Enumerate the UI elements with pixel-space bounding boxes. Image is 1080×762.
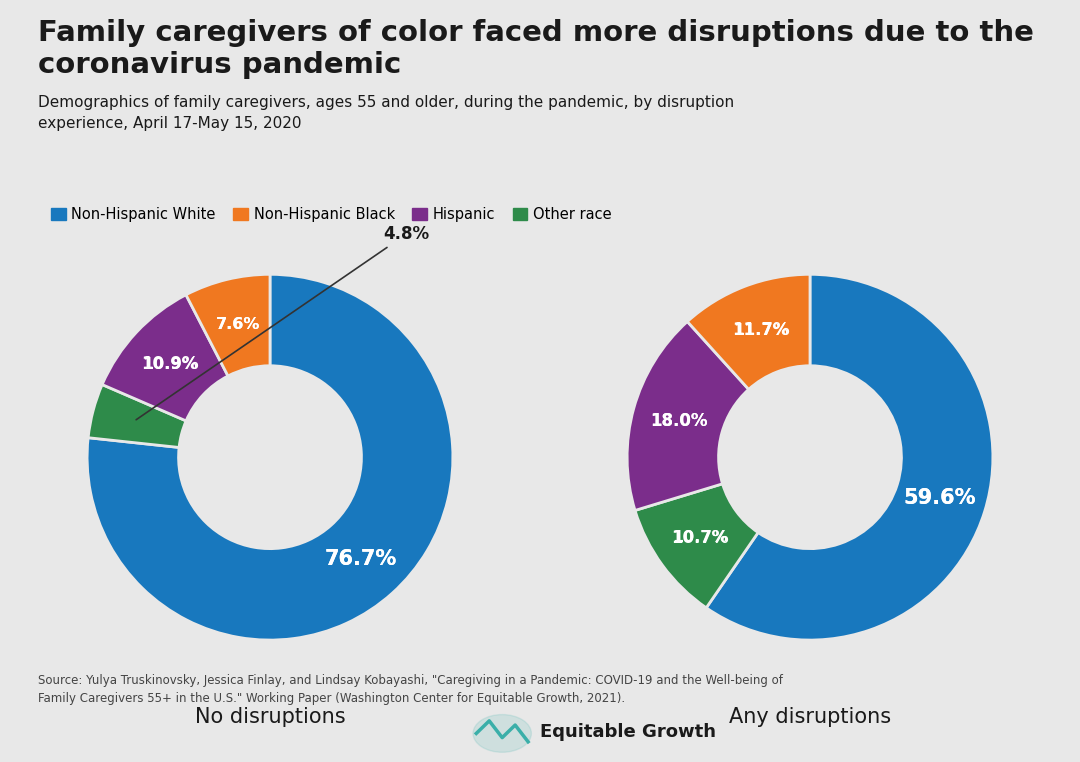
Text: Family caregivers of color faced more disruptions due to the
coronavirus pandemi: Family caregivers of color faced more di… <box>38 19 1034 79</box>
Text: 11.7%: 11.7% <box>733 322 788 338</box>
Text: 4.8%: 4.8% <box>136 225 430 420</box>
Text: 59.6%: 59.6% <box>904 488 976 507</box>
Text: 10.9%: 10.9% <box>141 355 199 373</box>
Text: 76.7%: 76.7% <box>325 549 397 568</box>
Wedge shape <box>186 274 270 376</box>
Wedge shape <box>635 484 758 608</box>
Text: 10.7%: 10.7% <box>672 530 728 545</box>
Text: 18.0%: 18.0% <box>650 411 707 430</box>
Legend: Non-Hispanic White, Non-Hispanic Black, Hispanic, Other race: Non-Hispanic White, Non-Hispanic Black, … <box>45 202 618 229</box>
Text: Equitable Growth: Equitable Growth <box>540 722 716 741</box>
Text: 7.6%: 7.6% <box>216 317 260 332</box>
Circle shape <box>473 715 531 752</box>
Text: 11.7%: 11.7% <box>732 321 789 339</box>
Text: 10.9%: 10.9% <box>143 357 198 372</box>
Wedge shape <box>627 322 748 511</box>
Text: 7.6%: 7.6% <box>216 317 260 332</box>
Text: No disruptions: No disruptions <box>194 707 346 727</box>
Wedge shape <box>706 274 993 640</box>
Wedge shape <box>103 295 228 421</box>
Wedge shape <box>89 385 186 447</box>
Text: 10.7%: 10.7% <box>671 529 729 546</box>
Text: 59.6%: 59.6% <box>904 488 976 507</box>
Text: Source: Yulya Truskinovsky, Jessica Finlay, and Lindsay Kobayashi, "Caregiving i: Source: Yulya Truskinovsky, Jessica Finl… <box>38 674 783 706</box>
Wedge shape <box>687 274 810 389</box>
Text: Demographics of family caregivers, ages 55 and older, during the pandemic, by di: Demographics of family caregivers, ages … <box>38 95 734 130</box>
Wedge shape <box>87 274 453 640</box>
Text: Any disruptions: Any disruptions <box>729 707 891 727</box>
Text: 76.7%: 76.7% <box>325 549 397 568</box>
Text: 18.0%: 18.0% <box>650 411 707 430</box>
